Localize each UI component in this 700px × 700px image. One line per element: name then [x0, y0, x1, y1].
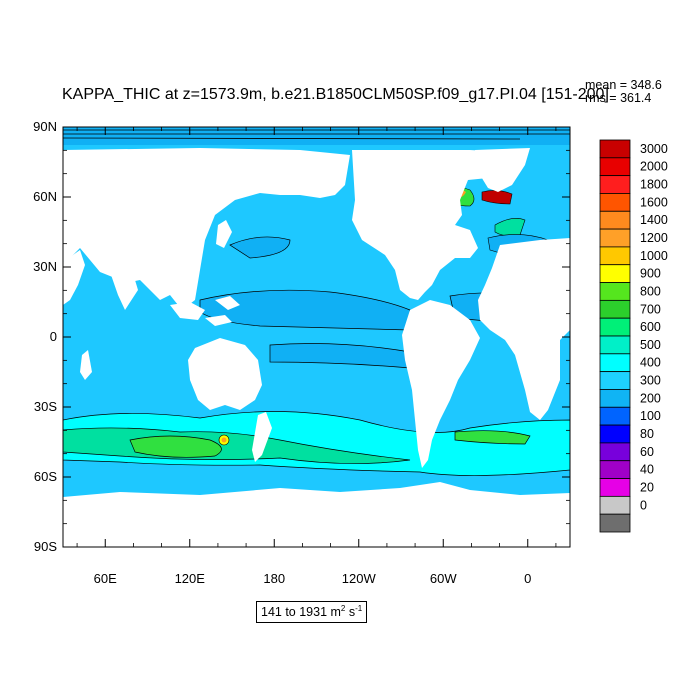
colorbar-label: 40: [640, 463, 654, 477]
colorbar-swatch: [599, 478, 631, 497]
land-indonesia: [170, 296, 240, 326]
nordic-seas-hotspot: [481, 190, 513, 205]
lon-tick-label: 60E: [94, 571, 117, 586]
land-asia: [63, 148, 350, 310]
colorbar-swatch: [599, 139, 631, 159]
range-label: 141 to 1931 m2 s-1: [256, 601, 368, 624]
colorbar: 3000200018001600140012001000900800700600…: [599, 139, 668, 533]
colorbar-label: 1400: [640, 213, 668, 227]
colorbar-swatch: [599, 228, 631, 248]
land-africa: [478, 238, 570, 420]
mean-stat: mean = 348.6: [585, 78, 662, 92]
land-madagascar: [80, 350, 92, 380]
colorbar-swatch: [599, 157, 631, 177]
colorbar-swatch: [599, 460, 631, 479]
range-exp2: -1: [355, 604, 363, 613]
band-300-north-pacific: [229, 236, 291, 259]
lat-tick-label: 0: [50, 329, 57, 344]
land-india: [110, 270, 138, 310]
colorbar-label: 3000: [640, 142, 668, 156]
colorbar-label: 800: [640, 285, 661, 299]
colorbar-swatch: [599, 299, 631, 319]
range-unit2: s: [345, 605, 356, 620]
colorbar-swatch: [599, 175, 631, 194]
band-700-drake: [454, 430, 531, 445]
colorbar-label: 100: [640, 409, 661, 423]
colorbar-label: 80: [640, 427, 654, 441]
colorbar-label: 900: [640, 267, 661, 281]
colorbar-label: 1600: [640, 195, 668, 209]
colorbar-label: 2000: [640, 160, 668, 174]
map-field: [63, 127, 570, 547]
latitude-ticks: 90N 60N 30N 0 30S 60S 90S: [33, 119, 570, 554]
colorbar-label: 1000: [640, 249, 668, 263]
lat-tick-label: 90N: [33, 119, 57, 134]
lon-tick-label: 120W: [342, 571, 377, 586]
lat-tick-label: 90S: [34, 539, 57, 554]
land-japan: [216, 220, 232, 248]
colorbar-label: 1800: [640, 178, 668, 192]
lat-tick-label: 30N: [33, 259, 57, 274]
lon-tick-label: 0: [524, 571, 531, 586]
land-new-zealand: [252, 412, 272, 462]
colorbar-swatch: [599, 335, 631, 355]
lon-tick-label: 180: [263, 571, 285, 586]
colorbar-swatch: [599, 210, 631, 230]
colorbar-label: 400: [640, 356, 661, 370]
colorbar-swatch: [599, 353, 631, 373]
colorbar-label: 300: [640, 374, 661, 388]
arctic-contours: [63, 129, 570, 140]
colorbar-swatch: [599, 193, 631, 212]
lat-tick-label: 60N: [33, 189, 57, 204]
colorbar-swatch: [599, 406, 631, 426]
colorbar-label: 500: [640, 338, 661, 352]
colorbar-label: 20: [640, 481, 654, 495]
range-text: 141 to 1931 m: [261, 605, 341, 620]
land-north-america: [352, 150, 505, 300]
colorbar-swatch: [599, 389, 631, 408]
colorbar-label: 0: [640, 498, 647, 512]
colorbar-swatch: [599, 442, 631, 462]
colorbar-swatch: [599, 317, 631, 337]
land-greenland: [475, 148, 530, 192]
colorbar-label: 600: [640, 320, 661, 334]
colorbar-swatch: [599, 513, 631, 533]
range-exp1: 2: [340, 604, 346, 613]
colorbar-swatch: [599, 264, 631, 283]
land-south-america: [402, 300, 480, 468]
rms-stat: rms = 361.4: [585, 91, 652, 105]
lon-tick-label: 120E: [175, 571, 206, 586]
band-700-kerguelen: [129, 435, 222, 458]
lat-tick-label: 60S: [34, 469, 57, 484]
land-antarctica: [63, 482, 570, 547]
colorbar-label: 200: [640, 391, 661, 405]
plot-title: KAPPA_THIC at z=1573.9m, b.e21.B1850CLM5…: [62, 86, 609, 103]
longitude-ticks: 60E 120E 180 120W 60W 0: [76, 127, 557, 586]
land-australia: [188, 338, 262, 410]
colorbar-label: 60: [640, 445, 654, 459]
colorbar-swatch: [599, 282, 631, 301]
colorbar-swatch: [599, 246, 631, 266]
band-1200-tasman: [221, 437, 227, 443]
lon-tick-label: 60W: [430, 571, 457, 586]
colorbar-swatch: [599, 371, 631, 390]
colorbar-swatch: [599, 495, 631, 515]
colorbar-label: 700: [640, 302, 661, 316]
colorbar-label: 1200: [640, 231, 668, 245]
colorbar-swatch: [599, 424, 631, 444]
lat-tick-label: 30S: [34, 399, 57, 414]
land-africa-left: [63, 250, 85, 305]
